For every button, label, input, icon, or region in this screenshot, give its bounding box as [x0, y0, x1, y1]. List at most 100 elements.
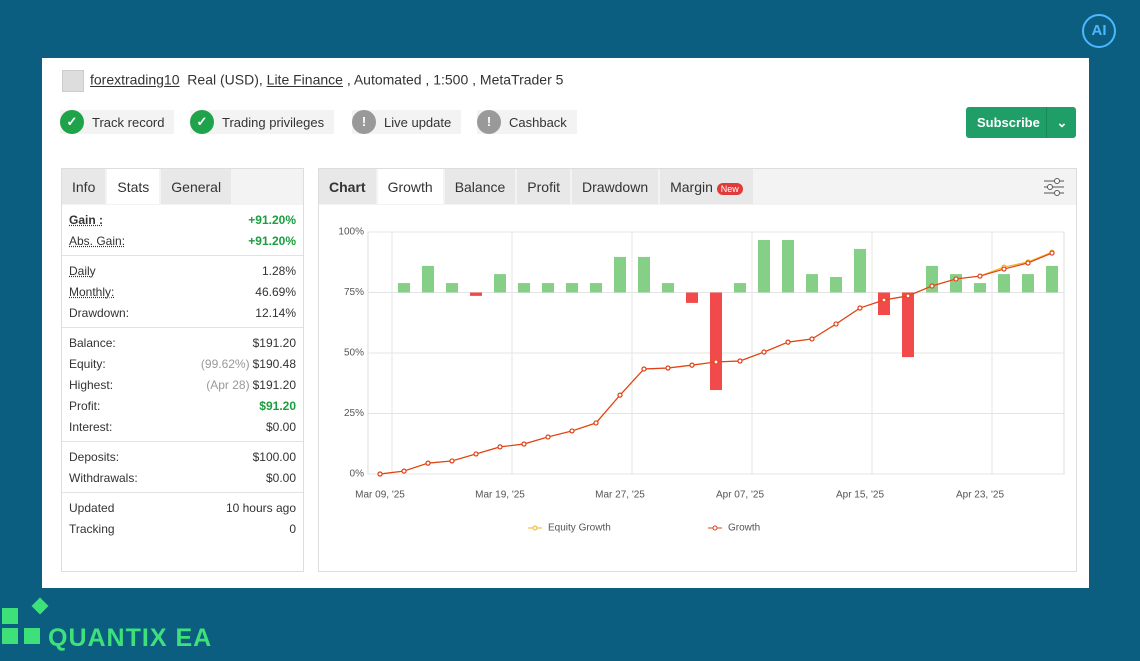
status-icon: ✓	[60, 110, 84, 134]
chart-tabs: Chart Growth Balance Profit Drawdown Margin N…	[319, 169, 1076, 205]
stat-value-wrap: 12.14%	[255, 306, 296, 320]
stat-row: Profit: $91.20	[62, 395, 303, 416]
badge-label: Live update	[384, 114, 452, 130]
stat-row: Tracking 0	[62, 518, 303, 539]
stat-row: Highest: (Apr 28) $191.20	[62, 374, 303, 395]
stat-label: Withdrawals:	[69, 470, 138, 485]
tab[interactable]: Drawdown	[571, 169, 659, 204]
legend-label[interactable]: Growth	[728, 523, 760, 534]
marker	[689, 362, 695, 368]
stat-value: 1.28%	[261, 263, 296, 278]
badge: ! Live update	[352, 110, 462, 134]
bar	[806, 274, 818, 293]
stat-group: Deposits: $100.00 Withdrawals: $0.00	[62, 441, 303, 492]
marker	[977, 273, 983, 279]
marker	[377, 471, 383, 477]
stat-row: Abs. Gain: +91.20%	[62, 230, 303, 251]
subscribe-button[interactable]: Subscribe ⌄	[966, 107, 1076, 138]
bar	[638, 256, 650, 293]
badge: ✓ Track record	[60, 110, 175, 134]
marker	[905, 293, 911, 299]
tab[interactable]: Balance	[444, 169, 516, 204]
tab[interactable]: Profit	[517, 169, 570, 204]
logo: AI	[1082, 14, 1116, 48]
user-link[interactable]: forextrading10	[90, 71, 180, 88]
bar	[854, 248, 866, 293]
status-icon: !	[352, 110, 376, 134]
stat-group: Balance: $191.20 Equity: (99.62%) $190.48 Hig…	[62, 327, 303, 441]
stat-row: Balance: $191.20	[62, 332, 303, 353]
tab[interactable]: Growth	[377, 169, 443, 204]
marker	[737, 358, 743, 364]
badge: ! Cashback	[477, 110, 577, 134]
marker	[1025, 260, 1031, 266]
stat-value-wrap: (Apr 28) $191.20	[206, 378, 296, 392]
y-tick-label: 100%	[338, 227, 364, 238]
marker	[953, 276, 959, 282]
tab[interactable]: General	[161, 169, 232, 204]
stats: Gain : +91.20% Abs. Gain: +91.20% Daily 1.28%…	[62, 205, 303, 543]
bar	[590, 283, 602, 293]
stat-label: Interest:	[69, 419, 113, 434]
stat-label: Deposits:	[69, 449, 120, 464]
bar	[686, 292, 698, 303]
marker	[641, 366, 647, 372]
tab[interactable]: Margin New	[660, 169, 753, 204]
marker	[665, 365, 671, 371]
stat-value-wrap: 1.28%	[262, 264, 296, 278]
stat-row: Monthly: 46.69%	[62, 281, 303, 302]
y-tick-label: 25%	[344, 408, 364, 419]
details: , Automated , 1:500 , MetaTrader 5	[346, 71, 564, 88]
stat-value: +91.20%	[248, 233, 296, 248]
settings-icon[interactable]	[1044, 178, 1064, 196]
marker	[1049, 250, 1055, 256]
marker	[569, 428, 575, 434]
stat-row: Drawdown: 12.14%	[62, 302, 303, 323]
bar	[974, 283, 986, 293]
badge-label: Cashback	[509, 114, 567, 130]
stat-value-wrap: $91.20	[259, 399, 296, 413]
bar	[542, 283, 554, 293]
tab[interactable]: Info	[62, 169, 106, 204]
tab[interactable]: Stats	[107, 169, 160, 204]
bar	[902, 292, 914, 358]
stat-row: Withdrawals: $0.00	[62, 467, 303, 488]
stat-value: 46.69%	[255, 284, 296, 299]
stat-value: $190.48	[252, 356, 296, 371]
stat-value-wrap: 0	[289, 522, 296, 536]
stat-value-wrap: 10 hours ago	[226, 501, 296, 515]
bar	[470, 292, 482, 296]
stat-value: $191.20	[252, 377, 296, 392]
marker	[449, 458, 455, 464]
marker	[521, 441, 527, 447]
stat-value: 10 hours ago	[225, 500, 296, 515]
bar	[926, 265, 938, 293]
tab[interactable]: Chart	[319, 169, 376, 204]
badge: ✓ Trading privileges	[190, 110, 335, 134]
bar	[734, 283, 746, 293]
stat-row: Gain : +91.20%	[62, 209, 303, 230]
stat-group: Updated 10 hours ago Tracking 0	[62, 492, 303, 543]
bar	[422, 265, 434, 293]
legend-marker	[532, 525, 538, 531]
subscribe-label: Subscribe	[977, 115, 1040, 130]
brand-icon	[2, 597, 58, 648]
stat-row: Daily 1.28%	[62, 260, 303, 281]
stat-label: Drawdown:	[69, 305, 130, 320]
stat-value: $0.00	[265, 419, 296, 434]
legend-label[interactable]: Equity Growth	[548, 523, 611, 534]
stat-group: Daily 1.28% Monthly: 46.69% Drawdown: 12.14%	[62, 255, 303, 327]
x-tick-label: Mar 09, '25	[355, 490, 405, 501]
stats-panel: Info Stats General Gain : +91.20% Abs. Gain:…	[61, 168, 304, 572]
x-tick-label: Mar 27, '25	[595, 490, 645, 501]
bar	[1046, 265, 1058, 293]
stat-label: Balance:	[69, 335, 116, 350]
x-tick-label: Apr 07, '25	[716, 490, 764, 501]
marker	[425, 460, 431, 466]
dropdown-arrow[interactable]: ⌄	[1046, 107, 1077, 138]
y-tick-label: 75%	[344, 287, 364, 298]
broker-link[interactable]: Lite Finance	[266, 71, 343, 88]
stat-value: 12.14%	[255, 305, 296, 320]
stat-value-wrap: (99.62%) $190.48	[201, 357, 296, 371]
